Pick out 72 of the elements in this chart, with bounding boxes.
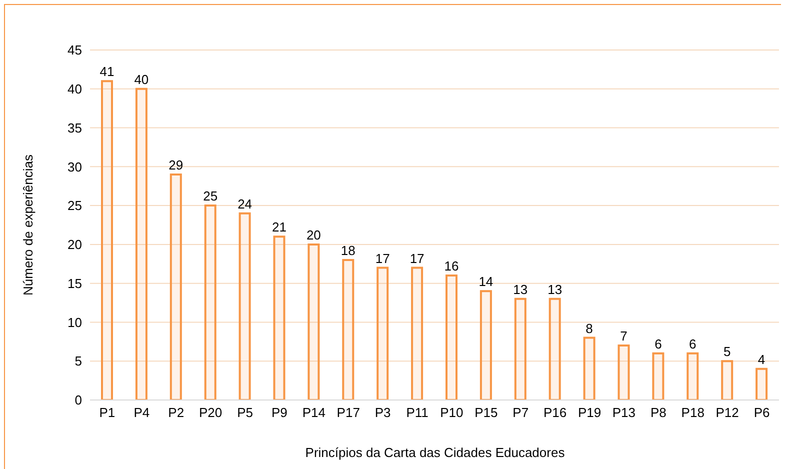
x-tick-label: P12 [716,405,739,420]
bar [135,88,148,400]
bar [273,236,286,400]
x-tick-label: P17 [336,405,360,420]
bar [756,368,768,400]
bar [238,212,251,400]
bar [686,352,699,400]
bar [411,266,424,400]
data-label: 25 [203,188,218,204]
x-tick-label: P6 [754,405,770,420]
y-tick-label: 10 [68,314,82,330]
bar [721,360,734,400]
data-label: 18 [340,243,356,258]
data-label: 40 [134,72,149,87]
data-label: 7 [620,328,628,344]
x-axis-title: Princípios da Carta das Cidades Educadores [304,445,566,460]
bar [308,243,320,400]
data-label: 5 [723,344,731,360]
data-label: 13 [513,282,528,297]
y-tick-label: 15 [68,276,82,291]
y-tick-label: 5 [74,354,82,369]
data-label: 21 [272,220,286,235]
y-axis-title: Número de experiências [20,154,36,296]
data-label: 20 [306,227,321,242]
bar [583,336,596,400]
data-label: 14 [478,274,494,290]
data-label: 8 [586,320,593,336]
y-tick-label: 25 [68,198,82,214]
bar [480,290,492,400]
bar [170,173,182,400]
data-label: 13 [548,282,562,297]
x-tick-label: P13 [612,405,636,420]
data-label: 24 [238,196,252,212]
x-tick-label: P15 [474,405,498,420]
x-tick-label: P10 [440,405,464,420]
x-tick-label: P9 [272,405,288,420]
x-tick-label: P4 [134,405,150,420]
data-label: 4 [758,352,766,367]
bar [652,352,664,400]
data-label: 17 [375,250,390,266]
y-tick-label: 30 [68,159,82,174]
bar [376,266,389,400]
bar [446,274,458,400]
y-tick-label: 20 [68,237,82,252]
y-tick-label: 40 [68,82,82,97]
data-label: 6 [654,336,662,352]
bar [204,204,216,400]
bar [548,298,561,400]
x-tick-label: P11 [406,405,428,420]
bar [514,298,526,400]
x-tick-label: P1 [99,405,116,420]
x-tick-label: P2 [168,405,184,420]
x-tick-label: P20 [199,405,222,420]
y-tick-label: 0 [74,392,82,408]
x-tick-label: P18 [681,405,704,420]
y-tick-label: 35 [68,120,82,136]
x-tick-label: P5 [237,405,253,420]
x-tick-label: P7 [512,405,529,420]
x-tick-label: P19 [578,405,602,420]
x-tick-label: P16 [544,405,567,420]
x-tick-label: P3 [374,405,391,420]
data-label: 41 [100,64,114,80]
x-tick-label: P8 [650,405,666,420]
data-label: 6 [689,336,696,352]
bar [618,344,630,400]
x-tick-label: P14 [302,405,326,420]
bar [342,259,354,400]
data-label: 17 [410,250,424,266]
data-label: 29 [168,157,184,172]
y-tick-label: 45 [68,42,82,58]
bar [101,80,113,400]
data-label: 16 [444,258,459,274]
